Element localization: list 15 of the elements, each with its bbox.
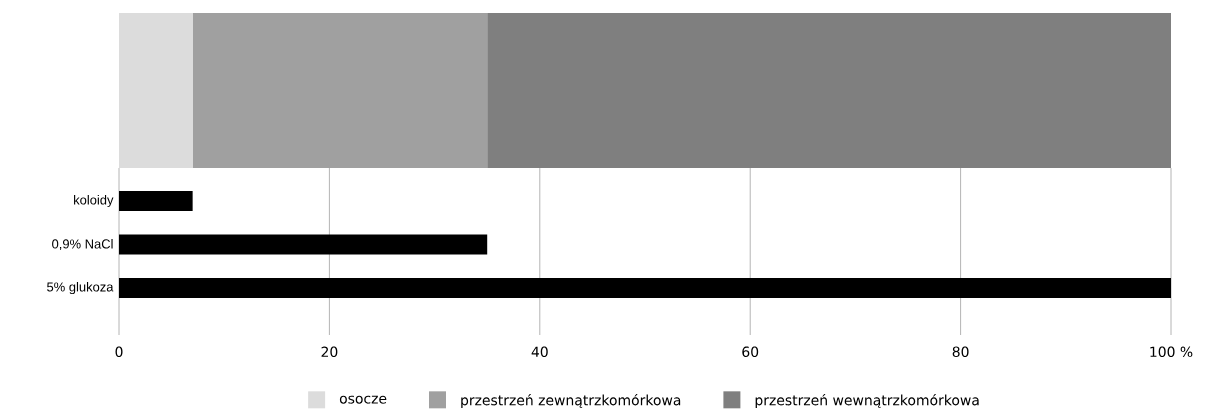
y-tick-label: 5% glukoza xyxy=(47,281,114,295)
x-tick-label: 0 xyxy=(115,346,123,358)
bar xyxy=(119,234,488,255)
x-tick-label: 20 xyxy=(321,346,338,358)
x-tick-label: 40 xyxy=(531,346,548,358)
legend-label: osocze xyxy=(339,395,387,404)
legend-label: przestrzeń wewnątrzkomórkowa xyxy=(755,393,979,409)
y-tick-label: 0,9% NaCl xyxy=(52,239,113,251)
x-tick-label: 80 xyxy=(952,346,969,358)
x-tick-label: 60 xyxy=(742,346,759,358)
bar xyxy=(119,278,1172,299)
legend-label: przestrzeń zewnątrzkomórkowa xyxy=(461,393,681,409)
x-tick-label: 100 % xyxy=(1150,346,1193,358)
bar xyxy=(119,191,193,212)
y-tick-label: koloidy xyxy=(74,195,114,208)
